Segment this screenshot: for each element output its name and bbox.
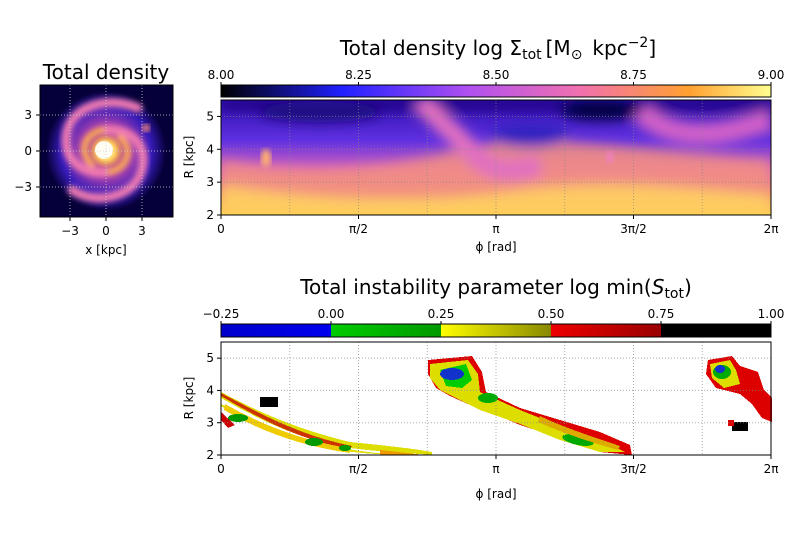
- disk-y-tick-label: 3: [24, 108, 32, 122]
- density-colorbar-tick-label: 8.75: [620, 68, 647, 82]
- instability-colorbar: −0.25 0.00 0.25 0.50 0.75 1.00: [203, 307, 785, 338]
- density-colorbar-tick-label: 8.50: [483, 68, 510, 82]
- instability-y-tick-label: 3: [206, 416, 214, 430]
- instability-colorbar-tick-label: −0.25: [203, 307, 240, 321]
- disk-x-ticks: −3 0 3: [61, 217, 146, 238]
- density-x-ticks: 0 π/2 π 3π/2 2π: [217, 215, 778, 236]
- density-colorbar-tick-label: 8.25: [345, 68, 372, 82]
- density-title: Total density log Σtot [M⊙ kpc−2]: [339, 35, 656, 63]
- disk-panel: Total density −3 0 3: [14, 60, 174, 257]
- instability-colorbar-tick-label: 1.00: [758, 307, 785, 321]
- density-panel: Total density log Σtot [M⊙ kpc−2] 8.00 8.25…: [182, 35, 784, 254]
- density-colorbar: 8.00 8.25 8.50 8.75 9.00: [208, 68, 785, 98]
- density-y-ticks: 2 3 4 5: [206, 109, 221, 222]
- density-colorbar-tick-label: 9.00: [758, 68, 785, 82]
- instability-x-axis-label: ϕ [rad]: [476, 487, 517, 501]
- density-y-tick-label: 4: [206, 142, 214, 156]
- disk-y-ticks: 3 0 −3: [14, 108, 40, 194]
- disk-x-axis-label: x [kpc]: [85, 243, 126, 257]
- density-x-tick-label: π: [492, 222, 499, 236]
- disk-x-tick-label: −3: [61, 224, 79, 238]
- instability-title: Total instability parameter log min(Stot…: [299, 275, 692, 302]
- density-grid: [221, 100, 771, 215]
- instability-colorbar-tick-label: 0.00: [318, 307, 345, 321]
- density-x-tick-label: 0: [217, 222, 225, 236]
- instability-panel: Total instability parameter log min(Stot…: [182, 275, 784, 501]
- density-x-axis-label: ϕ [rad]: [476, 240, 517, 254]
- instability-y-tick-label: 2: [206, 448, 214, 462]
- disk-y-tick-label: 0: [24, 144, 32, 158]
- disk-x-tick-label: 3: [138, 224, 146, 238]
- instability-y-axis-label: R [kpc]: [182, 377, 196, 420]
- instability-colorbar-tick-label: 0.25: [428, 307, 455, 321]
- disk-title: Total density: [42, 60, 170, 84]
- density-x-tick-label: 2π: [764, 222, 779, 236]
- density-x-tick-label: π/2: [349, 222, 368, 236]
- instability-x-tick-label: 3π/2: [620, 462, 647, 476]
- density-x-tick-label: 3π/2: [620, 222, 647, 236]
- instability-y-tick-label: 5: [206, 351, 214, 365]
- instability-grid: [221, 342, 771, 455]
- density-colorbar-tick-label: 8.00: [208, 68, 235, 82]
- density-y-tick-label: 3: [206, 175, 214, 189]
- density-y-tick-label: 5: [206, 109, 214, 123]
- instability-colorbar-tick-label: 0.75: [648, 307, 675, 321]
- disk-grid: [40, 85, 173, 217]
- instability-x-ticks: 0 π/2 π 3π/2 2π: [217, 455, 778, 476]
- instability-y-tick-label: 4: [206, 383, 214, 397]
- instability-x-tick-label: π/2: [349, 462, 368, 476]
- disk-x-tick-label: 0: [102, 224, 110, 238]
- instability-x-tick-label: 0: [217, 462, 225, 476]
- instability-x-tick-label: π: [492, 462, 499, 476]
- disk-y-tick-label: −3: [14, 180, 32, 194]
- instability-x-tick-label: 2π: [764, 462, 779, 476]
- instability-heatmap: [221, 356, 772, 455]
- instability-colorbar-tick-label: 0.50: [538, 307, 565, 321]
- instability-y-ticks: 2 3 4 5: [206, 351, 221, 462]
- density-y-tick-label: 2: [206, 208, 214, 222]
- density-y-axis-label: R [kpc]: [182, 136, 196, 179]
